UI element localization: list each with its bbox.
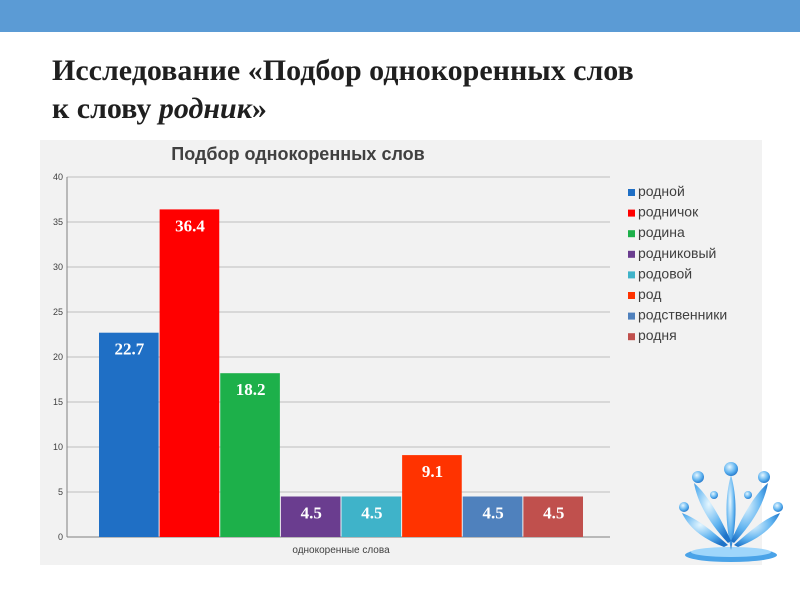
y-tick-label: 35	[53, 217, 63, 227]
slide-title-prefix: к слову	[52, 92, 159, 125]
y-tick-label: 15	[53, 397, 63, 407]
data-label-5: 4.5	[361, 504, 382, 523]
data-label-3: 18.2	[236, 380, 266, 399]
y-tick-label: 5	[58, 487, 63, 497]
legend-swatch-1	[628, 189, 635, 196]
slide-title: Исследование «Подбор однокоренных слов к…	[52, 52, 772, 128]
bar-4	[280, 496, 341, 537]
y-tick-label: 40	[53, 172, 63, 182]
bar-3	[220, 373, 280, 537]
y-tick-label: 20	[53, 352, 63, 362]
legend-label-5: родовой	[638, 265, 692, 281]
y-tick-label: 0	[58, 532, 63, 542]
legend-label-4: родниковый	[638, 245, 716, 261]
legend-swatch-7	[628, 312, 635, 320]
y-tick-label: 10	[53, 442, 63, 452]
legend-label-7: родственники	[638, 307, 727, 323]
slide-title-line-2: к слову родник»	[52, 90, 772, 128]
data-label-2: 36.4	[175, 216, 205, 235]
legend-swatch-2	[628, 209, 635, 217]
y-tick-label: 25	[53, 307, 63, 317]
x-axis-title: однокоренные слова	[292, 545, 390, 556]
slide-title-line-1: Исследование «Подбор однокоренных слов	[52, 54, 634, 87]
legend-label-1: родной	[638, 183, 685, 199]
bar-chart: Подбор однокоренных слов однокоренные сл…	[53, 144, 727, 556]
legend-swatch-4	[628, 250, 635, 258]
legend-swatch-6	[628, 292, 635, 299]
data-label-7: 4.5	[482, 504, 503, 523]
slide-title-suffix: »	[251, 92, 267, 125]
data-label-4: 4.5	[301, 504, 322, 523]
legend-label-3: родина	[638, 224, 685, 240]
y-tick-label: 30	[53, 262, 63, 272]
top-accent-bar	[0, 0, 800, 32]
legend-swatch-3	[628, 230, 635, 238]
slide-title-keyword: родник	[158, 92, 252, 125]
legend-swatch-5	[628, 271, 635, 279]
chart-panel: Подбор однокоренных слов однокоренные сл…	[40, 140, 762, 565]
data-label-6: 9.1	[422, 462, 443, 481]
legend: родной родничок родина родниковый родовой род…	[628, 183, 727, 343]
fountain-icon	[679, 462, 783, 562]
chart-title: Подбор однокоренных слов	[171, 144, 424, 164]
bar-1	[99, 332, 159, 537]
bar-7	[462, 496, 523, 537]
bar-2	[159, 209, 220, 537]
data-label-8: 4.5	[543, 504, 564, 523]
bar-5	[341, 496, 402, 537]
bars: 22.7 36.4 18.2 4.5 4.5 9.1 4.5 4.5	[99, 209, 583, 537]
bar-8	[523, 496, 583, 537]
legend-label-2: родничок	[638, 204, 699, 220]
legend-label-8: родня	[638, 327, 677, 343]
bar-6	[402, 455, 462, 537]
legend-swatch-8	[628, 333, 635, 341]
legend-label-6: род	[638, 286, 661, 302]
data-label-1: 22.7	[114, 340, 144, 359]
